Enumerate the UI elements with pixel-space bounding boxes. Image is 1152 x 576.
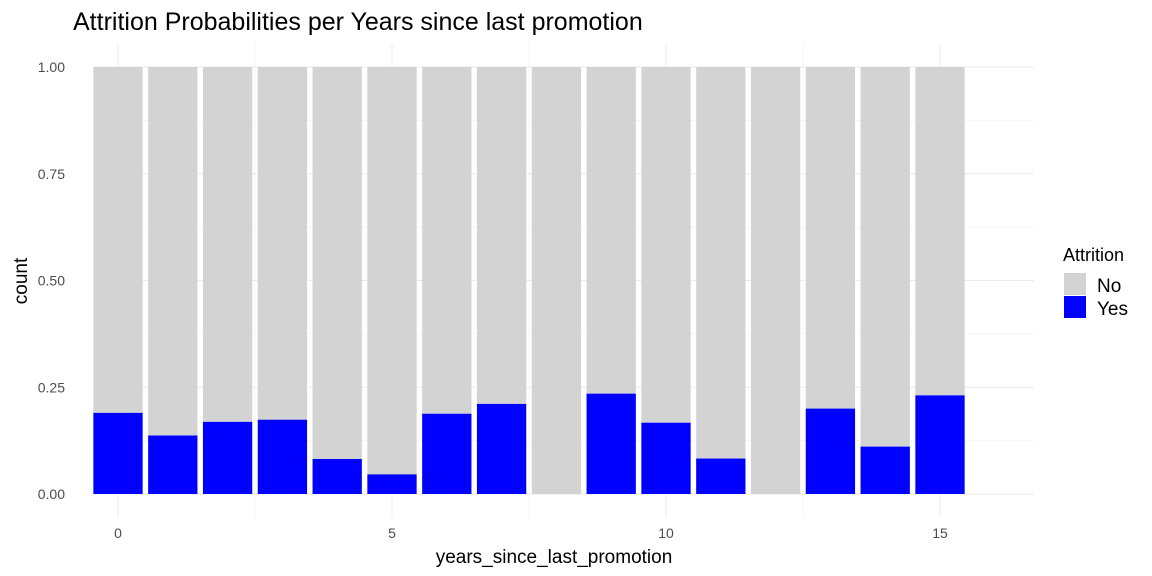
bar-yes-10 <box>641 422 691 494</box>
bar-yes-0 <box>93 412 143 494</box>
bar-yes-14 <box>860 446 910 494</box>
y-tick-label: 1.00 <box>38 59 65 75</box>
x-tick-labels: 0 5 10 15 <box>114 525 948 541</box>
bar-yes-2 <box>202 421 253 494</box>
x-axis-title: years_since_last_promotion <box>436 547 673 568</box>
bar-no-3 <box>257 67 308 420</box>
bar-no-2 <box>202 67 253 422</box>
bar-no-8 <box>531 67 582 494</box>
legend-label-yes: Yes <box>1097 299 1128 320</box>
bar-yes-13 <box>805 408 856 494</box>
bar-yes-4 <box>312 458 362 494</box>
x-tick-label: 5 <box>388 525 396 541</box>
bar-no-1 <box>148 67 198 436</box>
bar-yes-3 <box>257 419 308 494</box>
y-tick-label: 0.50 <box>38 273 65 289</box>
legend-swatch-no <box>1064 273 1086 295</box>
legend-title: Attrition <box>1063 245 1124 265</box>
bar-yes-1 <box>148 435 198 494</box>
bar-no-14 <box>860 67 910 447</box>
bar-no-0 <box>93 67 143 413</box>
bar-yes-11 <box>696 458 746 494</box>
legend: Attrition No Yes <box>1063 245 1128 320</box>
bar-no-11 <box>696 67 746 459</box>
bar-yes-9 <box>586 393 636 494</box>
y-tick-label: 0.75 <box>38 166 65 182</box>
bar-yes-6 <box>422 413 472 494</box>
bar-no-13 <box>805 67 856 409</box>
bar-no-12 <box>750 67 801 494</box>
bar-no-5 <box>367 67 417 475</box>
y-tick-label: 0.25 <box>38 379 65 395</box>
bar-no-9 <box>586 67 636 394</box>
bars <box>93 67 965 494</box>
y-tick-label: 0.00 <box>38 486 65 502</box>
legend-swatch-yes <box>1064 296 1086 318</box>
bar-yes-5 <box>367 474 417 494</box>
bar-no-15 <box>915 67 965 396</box>
x-tick-label: 10 <box>658 525 674 541</box>
legend-label-no: No <box>1097 276 1121 297</box>
chart-title: Attrition Probabilities per Years since … <box>73 8 643 36</box>
bar-no-6 <box>422 67 472 414</box>
x-tick-label: 0 <box>114 525 122 541</box>
bar-yes-7 <box>476 403 527 494</box>
bar-no-10 <box>641 67 691 423</box>
x-tick-label: 15 <box>932 525 948 541</box>
bar-yes-15 <box>915 395 965 494</box>
y-axis-title: count <box>11 257 32 304</box>
bar-no-7 <box>476 67 527 404</box>
y-tick-labels: 0.00 0.25 0.50 0.75 1.00 <box>38 59 65 502</box>
bar-no-4 <box>312 67 362 459</box>
